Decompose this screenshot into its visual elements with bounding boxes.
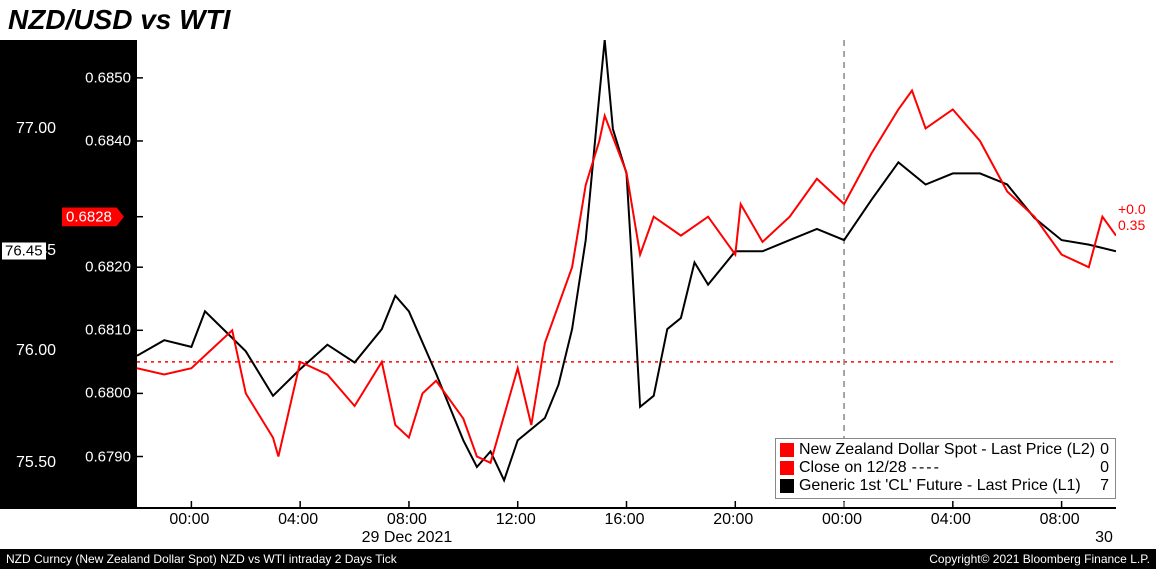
legend-label: New Zealand Dollar Spot - Last Price (L2… [799, 441, 1095, 459]
chart-title: NZD/USD vs WTI [0, 0, 1156, 38]
y-axis-right: +0.00.35 [1116, 40, 1156, 509]
x-tick: 00:00 [822, 511, 862, 529]
legend: New Zealand Dollar Spot - Last Price (L2… [775, 438, 1116, 499]
legend-row: New Zealand Dollar Spot - Last Price (L2… [780, 441, 1109, 459]
legend-value: 7 [1100, 477, 1109, 495]
plot-svg [137, 40, 1116, 507]
x-tick: 20:00 [713, 511, 753, 529]
legend-label: Generic 1st 'CL' Future - Last Price (L1… [799, 477, 1081, 495]
chart-container: 75.5076.0076.4577.0076.45 0.67900.68000.… [0, 40, 1156, 549]
x-tick: 08:00 [1040, 511, 1080, 529]
legend-swatch [780, 479, 794, 493]
plot-area[interactable]: New Zealand Dollar Spot - Last Price (L2… [135, 40, 1116, 509]
legend-swatch [780, 461, 794, 475]
right-label: +0.0 [1118, 201, 1146, 217]
x-tick: 04:00 [931, 511, 971, 529]
legend-value: 0 [1100, 459, 1109, 477]
x-date-1: 29 Dec 2021 [362, 529, 453, 547]
x-tick: 08:00 [387, 511, 427, 529]
y2-tick: 0.6790 [85, 448, 131, 465]
right-label: 0.35 [1118, 217, 1145, 233]
legend-label: Close on 12/28 [799, 459, 907, 477]
x-tick: 16:00 [604, 511, 644, 529]
footer-right: Copyright© 2021 Bloomberg Finance L.P. [929, 552, 1150, 566]
legend-row: Close on 12/28 ---- 0 [780, 459, 1109, 477]
y1-tick: 77.00 [16, 120, 56, 138]
footer-left: NZD Curncy (New Zealand Dollar Spot) NZD… [6, 552, 397, 566]
y2-tick: 0.6850 [85, 69, 131, 86]
footer-bar: NZD Curncy (New Zealand Dollar Spot) NZD… [0, 549, 1156, 569]
y-axis-left-1: 75.5076.0076.4577.0076.45 [0, 40, 60, 509]
y2-tick: 0.6800 [85, 385, 131, 402]
y2-tick: 0.6840 [85, 132, 131, 149]
y2-value-tag: 0.6828 [62, 207, 124, 226]
x-tick: 04:00 [278, 511, 318, 529]
y1-tick: 76.00 [16, 342, 56, 360]
legend-row: Generic 1st 'CL' Future - Last Price (L1… [780, 477, 1109, 495]
y1-value-tag: 76.45 [2, 243, 46, 260]
legend-dash: ---- [912, 459, 941, 477]
legend-swatch [780, 443, 794, 457]
y-axis-left-2: 0.6790 0.6800 0.6810 0.6820 0.6840 0.6850 0.68… [60, 40, 135, 509]
y1-tick: 75.50 [16, 454, 56, 472]
y2-tick: 0.6810 [85, 322, 131, 339]
x-tick: 00:00 [169, 511, 209, 529]
y2-tick: 0.6820 [85, 259, 131, 276]
legend-value: 0 [1100, 441, 1109, 459]
x-tick: 12:00 [496, 511, 536, 529]
x-axis: 00:00 04:00 08:00 12:00 16:00 20:00 00:00 04:00… [135, 509, 1116, 549]
